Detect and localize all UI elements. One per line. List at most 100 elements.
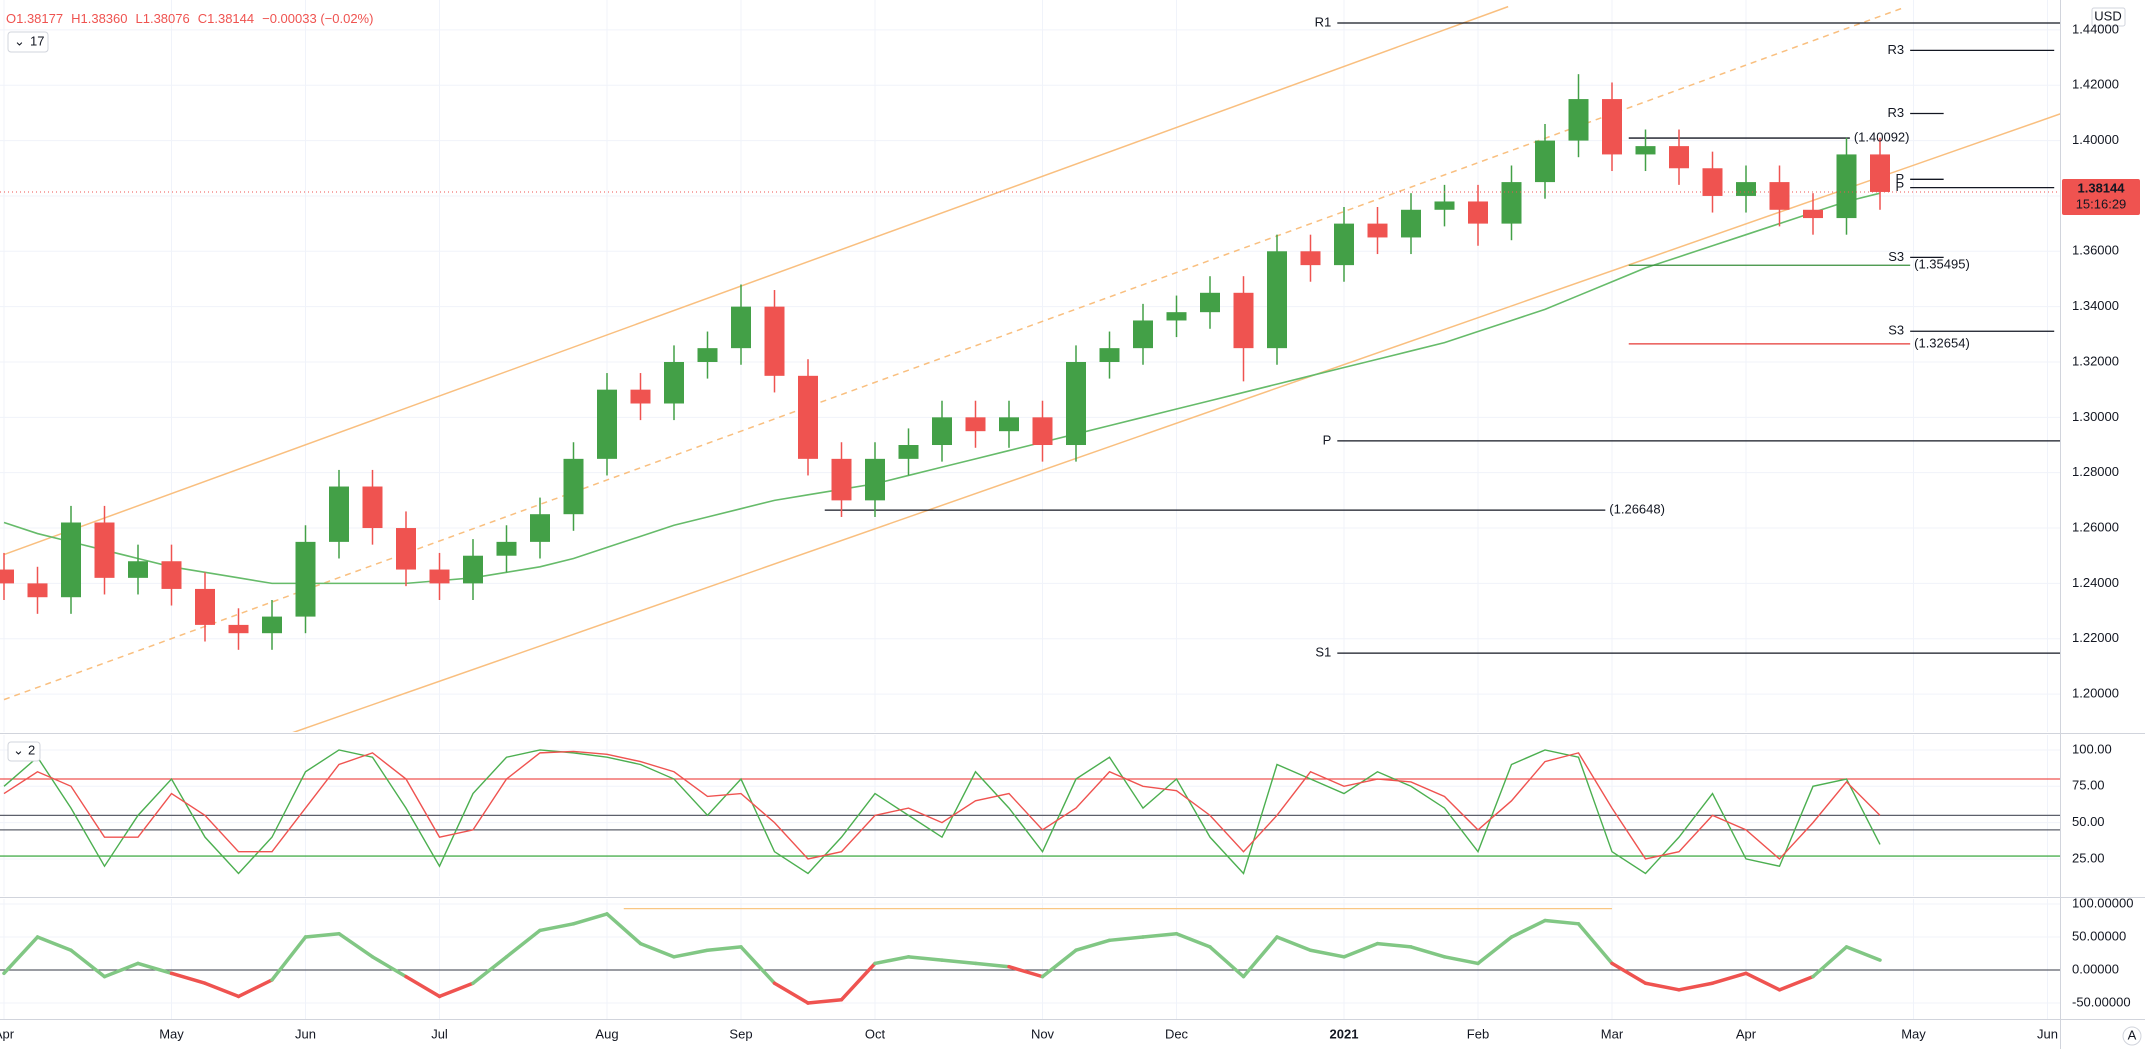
oscillator-segment bbox=[638, 941, 676, 959]
ohlc-header: O1.38177 H1.38360 L1.38076 C1.38144 −0.00033… bbox=[6, 11, 373, 26]
indicator-badge[interactable] bbox=[7, 741, 41, 762]
oscillator-segment bbox=[236, 978, 274, 999]
y-tick-label: 1.24000 bbox=[2072, 575, 2119, 590]
level-label: (1.26648) bbox=[1609, 502, 1665, 517]
x-tick-label: Feb bbox=[1467, 1026, 1489, 1041]
oscillator-segment bbox=[1476, 935, 1514, 966]
auto-scale-button[interactable] bbox=[2122, 1026, 2142, 1046]
candle-body bbox=[731, 306, 751, 349]
candle-body bbox=[697, 348, 718, 362]
y-tick-label: 100.00000 bbox=[2072, 895, 2133, 910]
y-tick-label: 1.20000 bbox=[2072, 686, 2119, 701]
candle-body bbox=[1769, 182, 1790, 210]
candle-body bbox=[1870, 154, 1890, 192]
close-value: C1.38144 bbox=[198, 11, 254, 26]
level-label: R3 bbox=[1888, 105, 1905, 120]
labels: O1.38177 H1.38360 L1.38076 C1.38144 −0.00033… bbox=[0, 7, 2142, 1046]
candle-body bbox=[1267, 251, 1287, 349]
y-tick-label: 1.26000 bbox=[2072, 519, 2119, 534]
last-price-label: 1.38144 bbox=[2078, 180, 2126, 195]
currency-box[interactable] bbox=[2091, 7, 2126, 27]
oscillator-segment bbox=[1409, 945, 1447, 959]
candle-body bbox=[1568, 99, 1589, 141]
y-tick-label: 1.22000 bbox=[2072, 630, 2119, 645]
candle-body bbox=[865, 458, 885, 501]
y-tick-label: 1.32000 bbox=[2072, 353, 2119, 368]
candle-body bbox=[1702, 168, 1723, 196]
oscillator-segment bbox=[1744, 971, 1782, 992]
y-tick-label: 75.00 bbox=[2072, 778, 2105, 793]
oscillator-segment bbox=[2, 935, 40, 976]
x-tick-label: May bbox=[1901, 1026, 1926, 1041]
x-tick-label: Aug bbox=[595, 1026, 618, 1041]
oscillator-segment bbox=[605, 912, 643, 946]
level-label: S3 bbox=[1888, 323, 1904, 338]
candle-body bbox=[161, 561, 182, 589]
candle-body bbox=[1233, 292, 1254, 349]
oscillator-segment bbox=[940, 958, 978, 966]
candle-body bbox=[831, 458, 852, 501]
y-tick-label: 0.00000 bbox=[2072, 961, 2119, 976]
oscillator-segment bbox=[370, 955, 408, 979]
oscillator-segment bbox=[1174, 931, 1212, 949]
level-label: P bbox=[1895, 179, 1904, 194]
oscillator-segment bbox=[471, 955, 509, 985]
oscillator-segment bbox=[538, 922, 576, 933]
candle-body bbox=[463, 555, 483, 584]
candle-body bbox=[530, 514, 550, 542]
candle-body bbox=[1200, 292, 1220, 313]
stochastic-pane bbox=[0, 749, 2060, 875]
y-tick-label: -50.00000 bbox=[2072, 994, 2131, 1009]
low-value: L1.38076 bbox=[136, 11, 190, 26]
y-tick-label: 1.40000 bbox=[2072, 132, 2119, 147]
channel-line bbox=[292, 113, 2060, 732]
oscillator-segment bbox=[906, 955, 944, 962]
currency-label: USD bbox=[2094, 8, 2121, 23]
candle-body bbox=[1300, 251, 1321, 266]
oscillator-segment bbox=[705, 945, 743, 952]
oscillator-segment bbox=[35, 935, 73, 952]
y-tick-label: 1.42000 bbox=[2072, 77, 2119, 92]
candle-body bbox=[362, 486, 383, 529]
oscillator-segment bbox=[1342, 941, 1380, 959]
oscillator-segment bbox=[102, 961, 140, 979]
y-tick-label: 1.34000 bbox=[2072, 298, 2119, 313]
y-tick-label: 1.28000 bbox=[2072, 464, 2119, 479]
candle-body bbox=[898, 445, 919, 459]
indicator-count: 2 bbox=[28, 742, 35, 757]
y-tick-label: 100.00 bbox=[2072, 741, 2112, 756]
oscillator-segment bbox=[1074, 938, 1112, 952]
candle-body bbox=[1535, 140, 1555, 183]
candle-body bbox=[94, 522, 115, 578]
oscillator-segment bbox=[270, 935, 308, 982]
candle-body bbox=[1133, 320, 1153, 349]
grid bbox=[0, 0, 2060, 1019]
level-label: R1 bbox=[1315, 14, 1332, 29]
candle-body bbox=[0, 569, 14, 584]
oscillator-segment bbox=[404, 974, 442, 999]
indicator-badge[interactable] bbox=[7, 31, 49, 53]
level-label: S3 bbox=[1888, 249, 1904, 264]
indicator-count: 17 bbox=[30, 33, 44, 48]
oscillator-segment bbox=[1811, 945, 1849, 979]
candle-body bbox=[1602, 99, 1622, 155]
candle-body bbox=[262, 616, 282, 634]
oscillator-segment bbox=[1107, 935, 1145, 943]
candle-body bbox=[128, 561, 148, 578]
x-tick-label: Jun bbox=[295, 1026, 316, 1041]
auto-scale-label: A bbox=[2128, 1027, 2137, 1042]
candle-body bbox=[597, 389, 617, 459]
level-label: (1.40092) bbox=[1854, 129, 1910, 144]
level-label: S1 bbox=[1315, 645, 1331, 660]
oscillator-segment bbox=[739, 945, 777, 985]
oscillator-segment bbox=[1543, 918, 1581, 926]
last-price-box bbox=[2062, 178, 2140, 215]
candle-body bbox=[1736, 182, 1756, 196]
candle-body bbox=[1166, 312, 1187, 321]
oscillator-segment bbox=[1576, 922, 1614, 966]
candle-body bbox=[1635, 146, 1656, 155]
level-label: (1.32654) bbox=[1914, 335, 1970, 350]
oscillator-segment bbox=[973, 961, 1011, 969]
